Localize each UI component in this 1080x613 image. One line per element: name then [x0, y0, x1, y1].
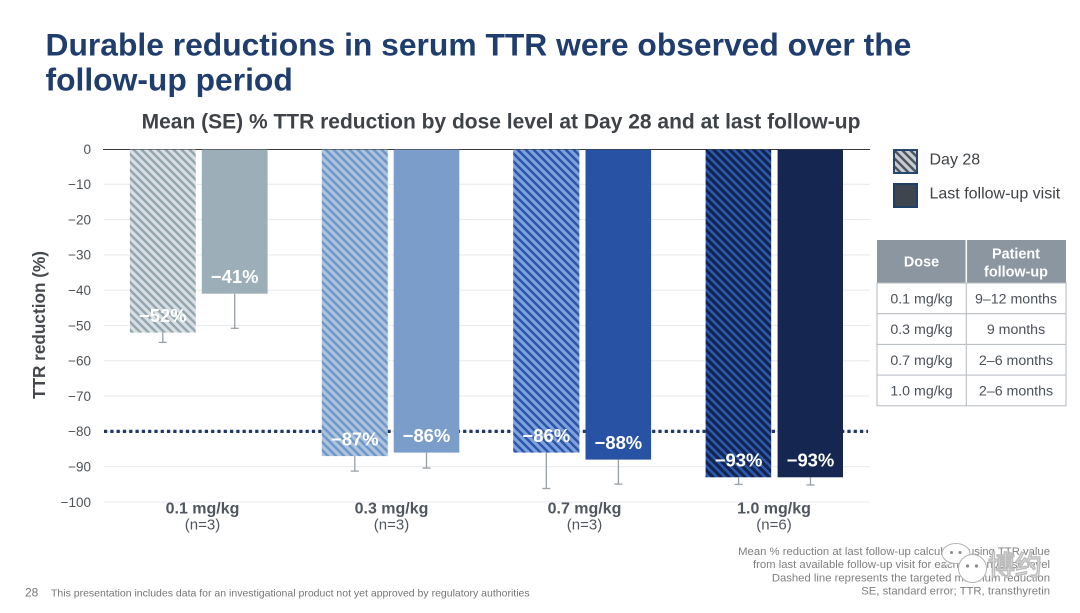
svg-text:−87%: −87% [331, 428, 379, 449]
svg-text:−52%: −52% [139, 305, 187, 326]
svg-text:1.0 mg/kg: 1.0 mg/kg [737, 500, 811, 517]
svg-text:This presentation includes dat: This presentation includes data for an i… [51, 588, 530, 600]
svg-text:2–6 months: 2–6 months [979, 353, 1053, 369]
svg-text:−10: −10 [68, 177, 91, 192]
svg-text:−70: −70 [68, 389, 91, 404]
svg-text:0.7 mg/kg: 0.7 mg/kg [890, 353, 952, 369]
svg-text:−88%: −88% [595, 432, 643, 453]
svg-text:(n=3): (n=3) [185, 517, 220, 534]
svg-text:−20: −20 [68, 212, 91, 227]
svg-text:−30: −30 [68, 248, 91, 263]
svg-text:0: 0 [83, 142, 91, 157]
svg-text:−93%: −93% [715, 450, 763, 471]
svg-text:−100: −100 [61, 495, 91, 510]
svg-text:9–12 months: 9–12 months [975, 291, 1057, 307]
svg-text:TTR reduction (%): TTR reduction (%) [29, 251, 49, 399]
svg-text:−50: −50 [68, 318, 91, 333]
svg-text:Day 28: Day 28 [930, 151, 981, 168]
svg-text:(n=6): (n=6) [756, 517, 791, 534]
svg-text:Durable reductions in serum TT: Durable reductions in serum TTR were obs… [46, 26, 912, 62]
svg-text:SE, standard error; TTR, trans: SE, standard error; TTR, transthyretin [861, 586, 1050, 598]
svg-text:0.3 mg/kg: 0.3 mg/kg [355, 500, 429, 517]
svg-text:9 months: 9 months [987, 322, 1045, 338]
svg-text:0.3 mg/kg: 0.3 mg/kg [890, 322, 952, 338]
svg-text:follow-up: follow-up [984, 265, 1048, 281]
svg-text:博约: 博约 [988, 550, 1042, 581]
svg-text:(n=3): (n=3) [374, 517, 409, 534]
svg-text:−40: −40 [68, 283, 91, 298]
svg-text:0.1 mg/kg: 0.1 mg/kg [890, 291, 952, 307]
svg-text:−93%: −93% [787, 450, 835, 471]
svg-text:−86%: −86% [523, 425, 571, 446]
svg-text:−60: −60 [68, 354, 91, 369]
svg-text:−80: −80 [68, 424, 91, 439]
svg-text:(n=3): (n=3) [567, 517, 602, 534]
svg-text:1.0 mg/kg: 1.0 mg/kg [890, 384, 952, 400]
svg-text:Last follow-up visit: Last follow-up visit [930, 186, 1061, 203]
svg-text:0.7 mg/kg: 0.7 mg/kg [548, 500, 622, 517]
svg-text:Patient: Patient [992, 247, 1040, 263]
svg-text:−90: −90 [68, 460, 91, 475]
svg-text:Mean (SE) % TTR reduction by d: Mean (SE) % TTR reduction by dose level … [142, 111, 861, 134]
svg-text:−41%: −41% [211, 266, 259, 287]
svg-text:Dose: Dose [904, 255, 939, 271]
svg-text:−86%: −86% [403, 425, 451, 446]
svg-text:2–6 months: 2–6 months [979, 384, 1053, 400]
svg-text:0.1 mg/kg: 0.1 mg/kg [166, 500, 240, 517]
svg-text:28: 28 [25, 586, 39, 600]
svg-text:follow-up period: follow-up period [46, 61, 293, 97]
